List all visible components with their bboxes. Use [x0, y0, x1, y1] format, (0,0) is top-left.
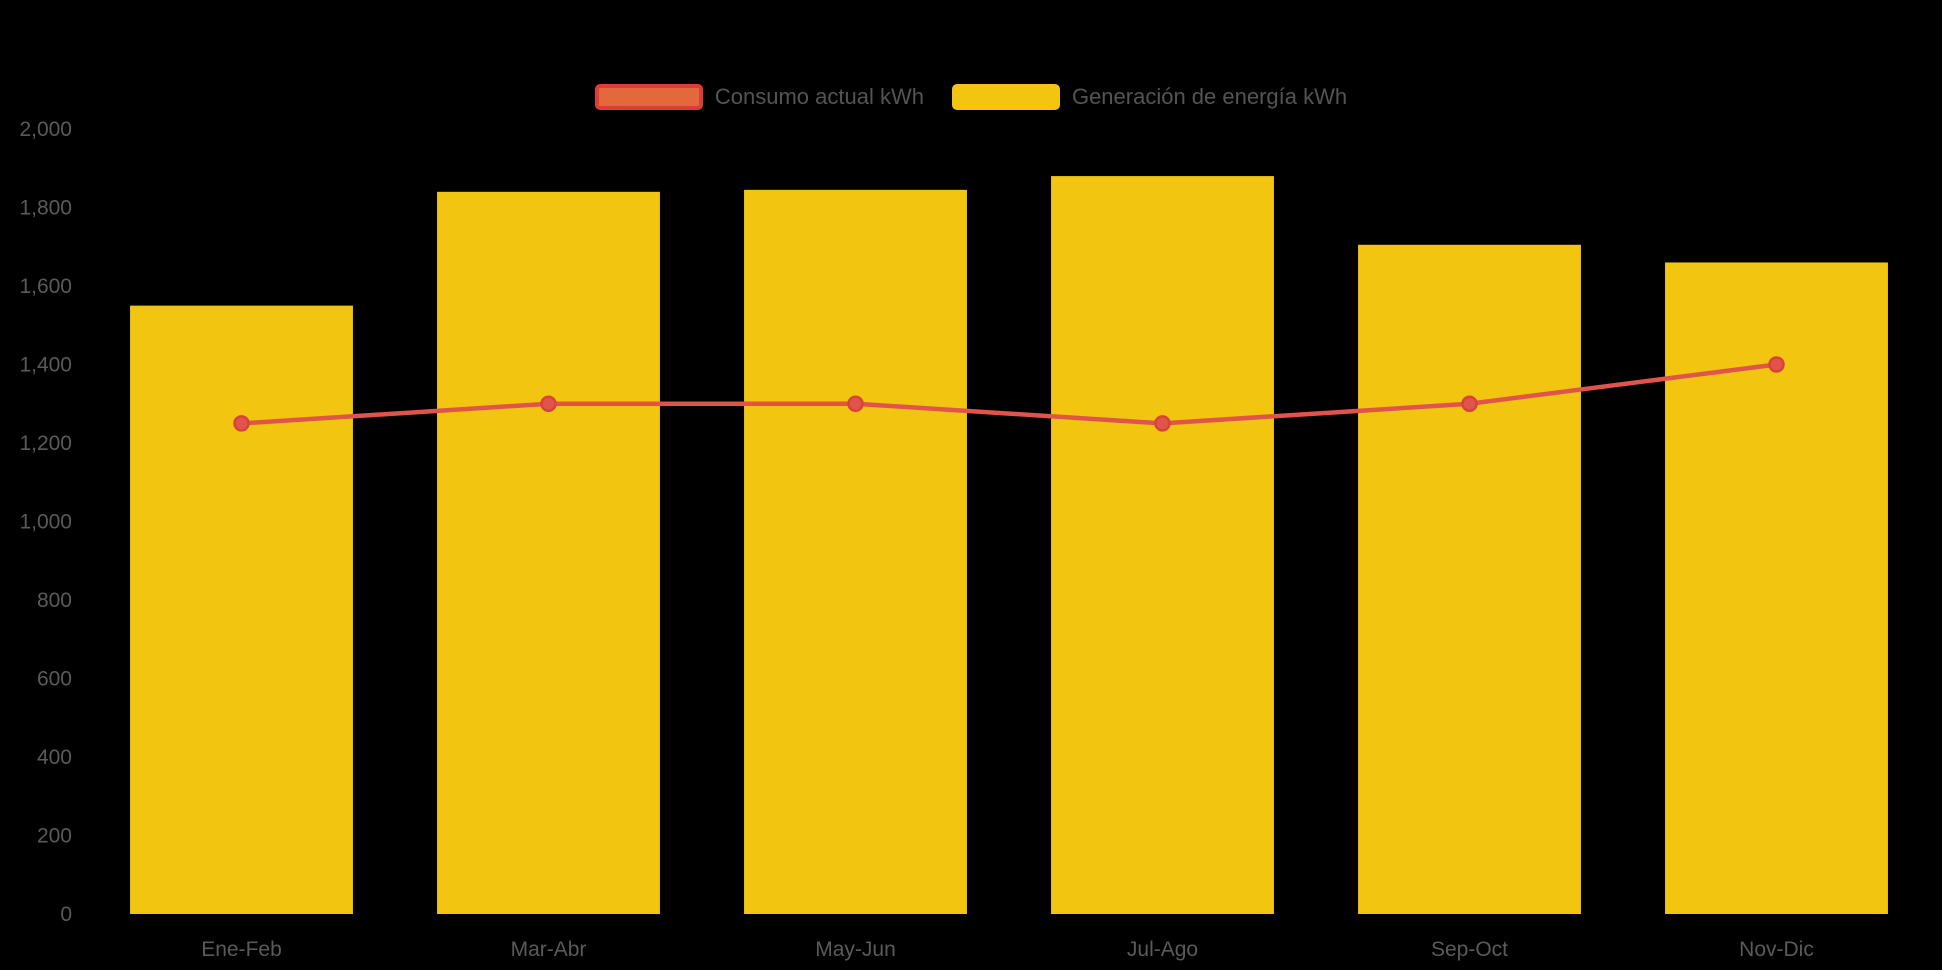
x-tick-label: Ene-Feb: [201, 938, 282, 961]
y-tick-label: 1,200: [19, 432, 72, 455]
y-tick-label: 1,400: [19, 354, 72, 377]
y-tick-label: 2,000: [19, 118, 72, 141]
bar-sep-oct[interactable]: [1358, 244, 1581, 915]
y-tick-label: 200: [37, 825, 72, 848]
bar-ene-feb[interactable]: [130, 305, 353, 914]
x-tick-label: Jul-Ago: [1127, 938, 1198, 961]
bar-mar-abr[interactable]: [437, 191, 660, 915]
y-tick-label: 0: [60, 903, 72, 926]
line-point-may-jun[interactable]: [847, 395, 864, 412]
line-point-sep-oct[interactable]: [1461, 395, 1478, 412]
y-tick-label: 800: [37, 589, 72, 612]
x-tick-label: Nov-Dic: [1739, 938, 1814, 961]
legend-label-generacion: Generación de energía kWh: [1071, 84, 1348, 109]
y-tick-label: 400: [37, 746, 72, 769]
line-point-nov-dic[interactable]: [1768, 356, 1785, 373]
legend: Consumo actual kWh Generación de energía…: [0, 84, 1942, 110]
consumo-line: [239, 362, 1779, 426]
bar-jul-ago[interactable]: [1051, 176, 1274, 915]
bar-may-jun[interactable]: [744, 189, 967, 914]
legend-label-consumo: Consumo actual kWh: [714, 84, 924, 109]
x-tick-label: Sep-Oct: [1431, 938, 1508, 961]
x-tick-label: Mar-Abr: [511, 938, 587, 961]
line-point-ene-feb[interactable]: [233, 415, 250, 432]
legend-swatch-consumo-icon: [594, 84, 703, 110]
line-point-jul-ago[interactable]: [1154, 415, 1171, 432]
y-tick-label: 1,800: [19, 197, 72, 220]
x-tick-label: May-Jun: [815, 938, 896, 961]
line-point-mar-abr[interactable]: [540, 395, 557, 412]
legend-item-generacion-energia[interactable]: Generación de energía kWh: [951, 84, 1348, 110]
legend-item-consumo-actual[interactable]: Consumo actual kWh: [594, 84, 924, 110]
y-tick-label: 600: [37, 668, 72, 691]
y-tick-label: 1,600: [19, 275, 72, 298]
y-tick-label: 1,000: [19, 511, 72, 534]
legend-swatch-generacion-icon: [951, 84, 1060, 110]
